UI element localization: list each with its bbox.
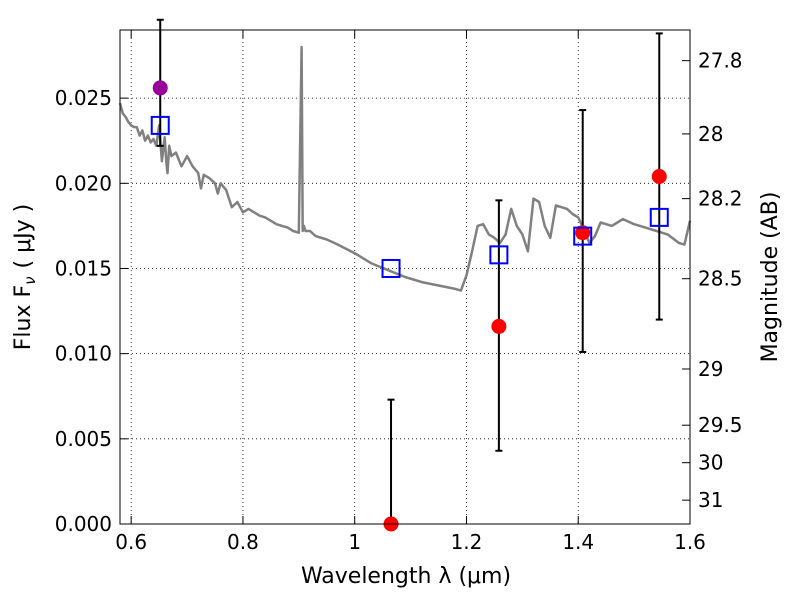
model-photometry-point [381, 258, 401, 278]
model-photometry-point [489, 245, 509, 265]
y-tick-label: 0.000 [55, 512, 112, 536]
x-tick-label: 1.6 [674, 530, 706, 554]
x-tick-label: 1 [348, 530, 361, 554]
y-tick-label: 0.025 [55, 86, 112, 110]
y2-tick-label: 31 [698, 488, 723, 512]
y-tick-label: 0.005 [55, 427, 112, 451]
y-tick-label: 0.020 [55, 171, 112, 195]
y-axis-label-unit: ( μJy ) [11, 204, 36, 269]
y2-tick-label: 29.5 [698, 413, 743, 437]
observed-point [575, 225, 591, 241]
y2-tick-label: 29 [698, 357, 723, 381]
observed-point [651, 168, 667, 184]
plot-frame [119, 29, 691, 525]
x-tick-label: 0.6 [115, 530, 147, 554]
y-tick-label: 0.010 [55, 342, 112, 366]
observed-point [152, 80, 168, 96]
x-tick-label: 1.4 [562, 530, 594, 554]
y2-tick-label: 28.5 [698, 267, 743, 291]
y2-tick-label: 30 [698, 451, 723, 475]
y2-axis-label: Magnitude (AB) [758, 192, 783, 363]
x-axis-label: Wavelength λ (μm) [301, 564, 511, 589]
model-photometry-point [573, 226, 593, 246]
x-tick-label: 1.2 [451, 530, 483, 554]
y-tick-label: 0.015 [55, 256, 112, 280]
y-axis-label-main: Flux F [11, 285, 36, 350]
sed-model-line [118, 45, 692, 292]
y2-tick-label: 27.8 [698, 49, 743, 73]
x-tick-label: 0.8 [227, 530, 259, 554]
model-photometry-point [150, 115, 170, 135]
y-axis-label: Flux Fν ( μJy ) [11, 204, 39, 350]
observed-point [491, 318, 507, 334]
y2-tick-label: 28 [698, 122, 723, 146]
y2-tick-label: 28.2 [698, 187, 743, 211]
y-axis-label-sub: ν [21, 276, 39, 284]
svg-text:Flux Fν( μJy ): Flux Fν ( μJy ) [11, 204, 39, 350]
axes: 0.6 0.8 1 1.2 1.4 1.6 0.000 0.005 0.010 0.015 0.02… [55, 30, 743, 554]
model-photometry-point [649, 207, 669, 227]
